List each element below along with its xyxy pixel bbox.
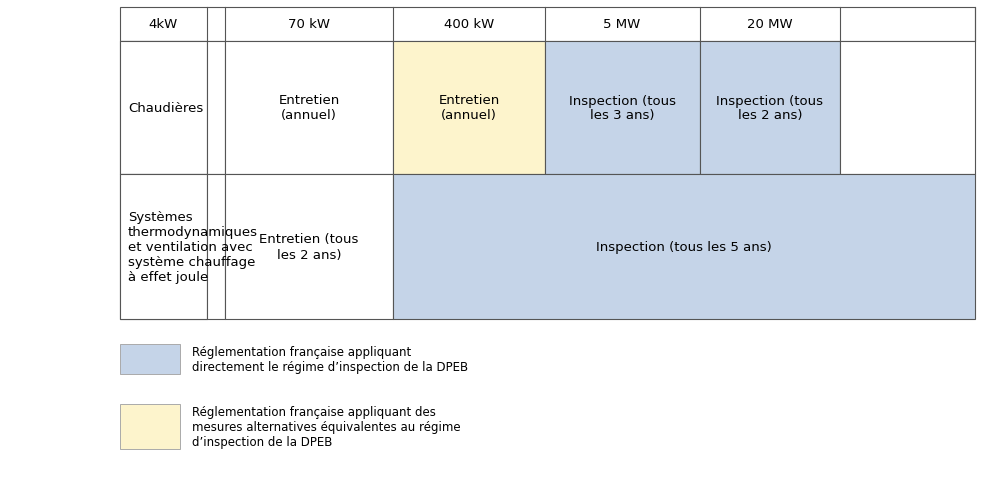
Text: Réglementation française appliquant des
mesures alternatives équivalentes au rég: Réglementation française appliquant des … (192, 405, 460, 448)
Text: 5 MW: 5 MW (603, 18, 641, 31)
Bar (120, 8, 975, 42)
Text: 400 kW: 400 kW (444, 18, 494, 31)
Text: 70 kW: 70 kW (288, 18, 330, 31)
Text: Inspection (tous
les 3 ans): Inspection (tous les 3 ans) (569, 94, 676, 122)
Text: Inspection (tous
les 2 ans): Inspection (tous les 2 ans) (717, 94, 824, 122)
Bar (700, 42, 840, 175)
Bar (120, 175, 207, 319)
Bar (545, 42, 700, 175)
Bar (120, 42, 207, 175)
Text: Réglementation française appliquant
directement le régime d’inspection de la DPE: Réglementation française appliquant dire… (192, 345, 468, 373)
Bar (225, 42, 393, 175)
Bar (120, 175, 207, 319)
Text: Entretien
(annuel): Entretien (annuel) (439, 94, 500, 122)
Text: 20 MW: 20 MW (747, 18, 793, 31)
Text: Entretien (tous
les 2 ans): Entretien (tous les 2 ans) (259, 233, 358, 261)
Text: 4kW: 4kW (148, 18, 177, 31)
Text: Inspection (tous les 5 ans): Inspection (tous les 5 ans) (596, 240, 772, 253)
Bar (225, 175, 393, 319)
Bar (207, 42, 225, 175)
Bar (207, 175, 225, 319)
Bar (120, 344, 180, 374)
Text: Systèmes
thermodynamiques
et ventilation avec
système chauffage
à effet joule: Systèmes thermodynamiques et ventilation… (128, 211, 258, 283)
Text: Entretien
(annuel): Entretien (annuel) (278, 94, 340, 122)
Bar (393, 42, 545, 175)
Text: Chaudières: Chaudières (128, 102, 203, 115)
Bar (393, 175, 975, 319)
Bar (120, 404, 180, 449)
Bar (120, 42, 207, 175)
Bar (840, 42, 975, 175)
